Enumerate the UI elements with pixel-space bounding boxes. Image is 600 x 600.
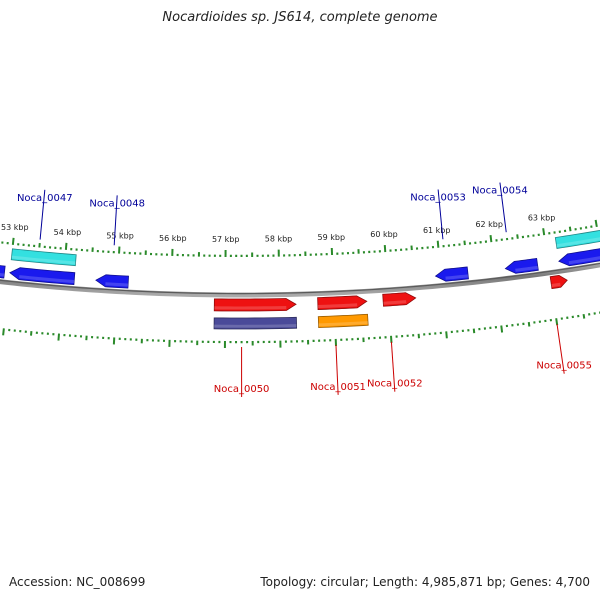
inner-tick xyxy=(568,226,572,232)
gene-label-leader xyxy=(556,324,565,374)
scale-label: 62 kbp xyxy=(475,220,503,229)
feature-highlight xyxy=(214,305,287,310)
feature-highlight xyxy=(105,282,129,287)
feature-highlight xyxy=(19,275,75,284)
scale-label: 63 kbp xyxy=(528,213,556,222)
inner-tick xyxy=(594,219,598,228)
gene-label-leader xyxy=(113,195,118,246)
feature-tracks xyxy=(0,229,600,330)
inner-tick xyxy=(11,237,15,245)
forward-region-feature[interactable] xyxy=(317,313,369,329)
scale-label: 57 kbp xyxy=(212,235,240,244)
feature-highlight xyxy=(0,273,5,277)
forward-gene-feature[interactable] xyxy=(317,295,368,311)
gene-label[interactable]: Noca_0053 xyxy=(410,193,466,204)
reverse-gene-feature[interactable] xyxy=(558,247,600,267)
genome-backbone xyxy=(0,262,600,298)
reverse-gene-feature[interactable] xyxy=(0,265,6,279)
forward-gene-feature[interactable] xyxy=(382,292,417,307)
reverse-gene-feature[interactable] xyxy=(9,267,76,286)
inner-tick xyxy=(436,240,440,248)
forward-gene-feature[interactable] xyxy=(213,298,297,312)
gene-label-leader xyxy=(437,189,444,240)
feature-highlight xyxy=(556,237,600,248)
gene-label[interactable]: Noca_0048 xyxy=(89,198,145,209)
backbone-line xyxy=(0,262,600,298)
outer-tick xyxy=(2,328,5,336)
backbone-shade xyxy=(0,262,600,295)
scale-label: 59 kbp xyxy=(318,233,346,242)
forward-gene-feature[interactable] xyxy=(549,274,568,290)
outer-tick-ring xyxy=(2,311,600,348)
scale-label: 56 kbp xyxy=(159,234,187,243)
scale-label: 60 kbp xyxy=(370,230,398,239)
gene-label[interactable]: Noca_0055 xyxy=(536,361,592,372)
reverse-gene-feature[interactable] xyxy=(95,274,129,289)
feature-highlight xyxy=(515,265,539,272)
feature-highlight xyxy=(214,324,297,328)
outer-tick xyxy=(500,325,504,333)
gene-label[interactable]: Noca_0050 xyxy=(214,384,270,395)
scale-label: 55 kbp xyxy=(106,232,134,241)
reverse-rna-feature[interactable] xyxy=(10,248,77,267)
outer-tick xyxy=(555,318,559,326)
outer-tick xyxy=(582,313,586,319)
inner-tick xyxy=(489,235,493,243)
feature-highlight xyxy=(317,303,358,309)
gene-label-leader xyxy=(390,341,396,392)
gene-label[interactable]: Noca_0047 xyxy=(17,193,73,204)
forward-region-feature[interactable] xyxy=(213,316,298,330)
reverse-rna-feature[interactable] xyxy=(554,229,600,249)
feature-highlight xyxy=(383,300,407,305)
inner-tick xyxy=(64,242,68,250)
scale-label: 53 kbp xyxy=(1,223,29,232)
outer-tick xyxy=(57,333,61,341)
scale-label: 61 kbp xyxy=(423,226,451,235)
inner-tick xyxy=(516,234,519,239)
feature-highlight xyxy=(11,255,76,265)
outer-tick xyxy=(527,321,531,327)
inner-tick xyxy=(542,228,546,236)
scale-label: 54 kbp xyxy=(54,228,82,237)
gene-label-leader xyxy=(39,189,46,240)
topology-stats-text: Topology: circular; Length: 4,985,871 bp… xyxy=(260,575,590,589)
outer-tick xyxy=(445,331,448,339)
map-title: Nocardioides sp. JS614, complete genome xyxy=(162,10,438,25)
feature-highlight xyxy=(318,321,369,327)
scale-label: 58 kbp xyxy=(265,235,293,244)
gene-label-leader xyxy=(335,344,339,395)
gene-label-leader xyxy=(499,182,507,233)
feature-highlight xyxy=(551,282,561,288)
feature-highlight xyxy=(568,256,600,265)
feature-highlight xyxy=(445,274,469,280)
accession-text: Accession: NC_008699 xyxy=(9,575,146,589)
reverse-gene-feature[interactable] xyxy=(504,257,539,274)
reverse-gene-feature[interactable] xyxy=(434,266,469,282)
scale-labels: 53 kbp 54 kbp 55 kbp 56 kbp 57 kbp 58 kbp 59 k… xyxy=(1,213,555,244)
gene-label[interactable]: Noca_0051 xyxy=(310,382,366,393)
inner-tick-ring xyxy=(1,219,598,258)
gene-label[interactable]: Noca_0052 xyxy=(367,379,423,390)
gene-label[interactable]: Noca_0054 xyxy=(472,186,528,197)
